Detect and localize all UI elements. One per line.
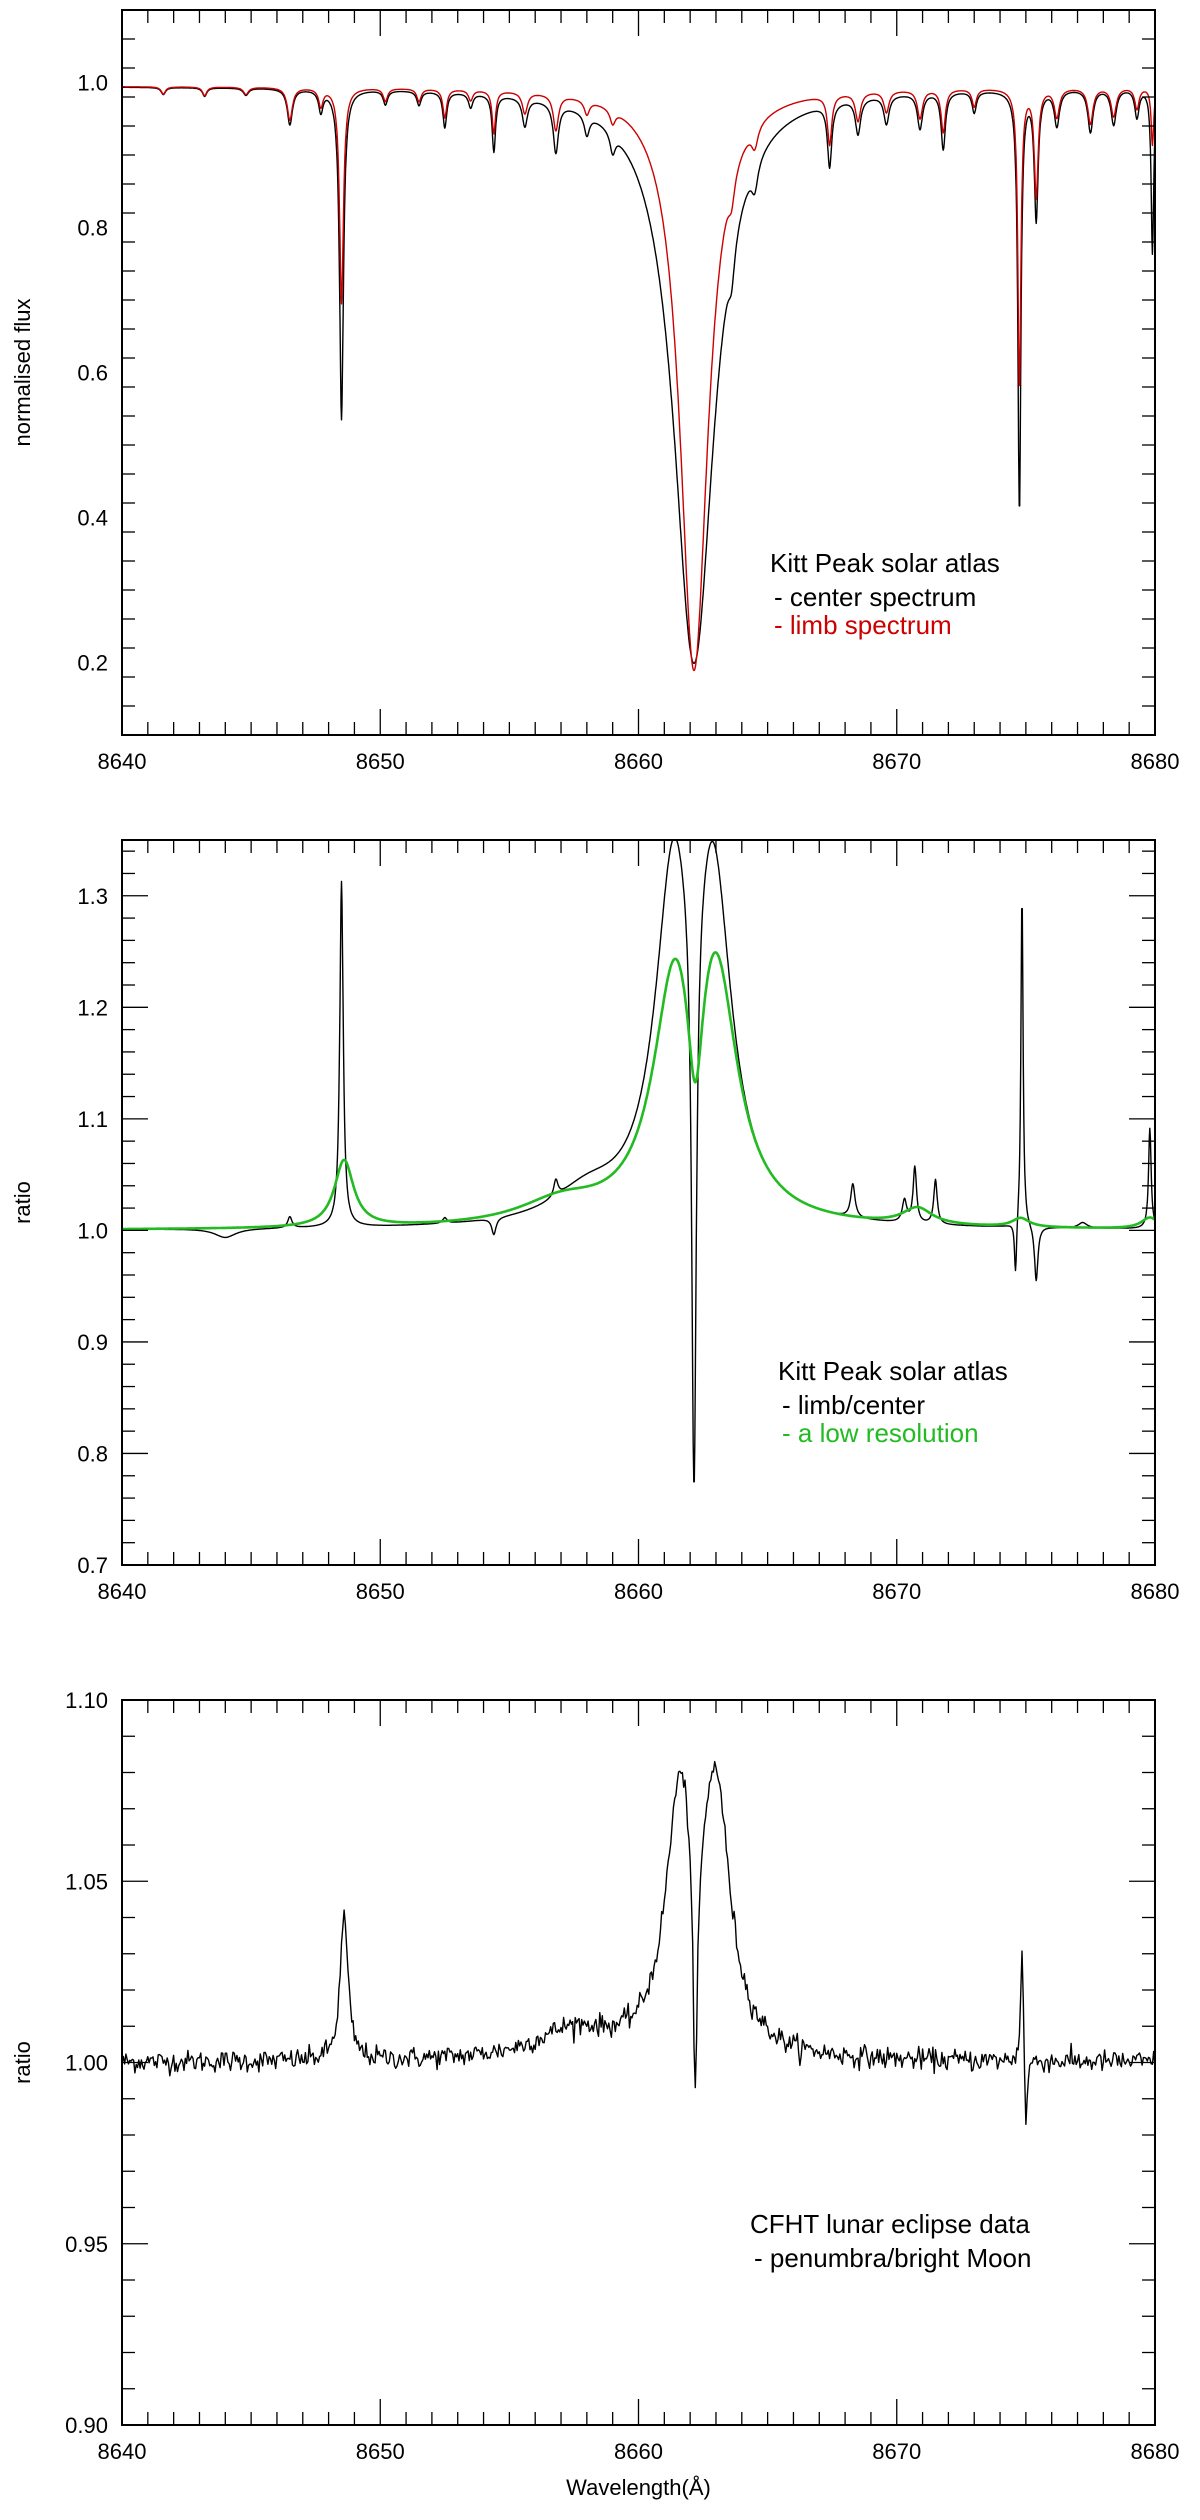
y-tick-label: 1.2 — [77, 995, 108, 1020]
legend-entry: - limb/center — [782, 1390, 925, 1420]
x-tick-label: 8660 — [614, 1579, 663, 1604]
x-axis-label: Wavelength(Å) — [566, 2475, 711, 2500]
legend-entry: - limb spectrum — [774, 610, 952, 640]
x-tick-label: 8650 — [356, 749, 405, 774]
y-tick-label: 1.10 — [65, 1688, 108, 1713]
panel-2: 8640 8650 8660 8670 8680 0.7 0.8 0.9 1.0 1.1 1.2 1.… — [10, 839, 1180, 1604]
panel-3: 8640 8650 8660 8670 8680 0.90 0.95 1.00 1.05 1.10… — [10, 1688, 1179, 2500]
x-tick-label: 8670 — [872, 2439, 921, 2464]
legend-entry: - center spectrum — [774, 582, 976, 612]
y-axis-label: ratio — [10, 2041, 35, 2084]
y-tick-label: 1.00 — [65, 2051, 108, 2076]
x-tick-label: 8670 — [872, 1579, 921, 1604]
x-tick-label: 8650 — [356, 1579, 405, 1604]
y-tick-label: 0.7 — [77, 1553, 108, 1578]
y-tick-label: 0.8 — [77, 216, 108, 241]
y-tick-label: 0.95 — [65, 2232, 108, 2257]
y-tick-label: 0.90 — [65, 2413, 108, 2438]
legend: Kitt Peak solar atlas - limb/center- a lo… — [778, 1356, 1008, 1448]
y-tick-label: 0.8 — [77, 1441, 108, 1466]
legend: Kitt Peak solar atlas - center spectrum- … — [770, 548, 1000, 640]
x-tick-label: 8640 — [98, 749, 147, 774]
x-tick-label: 8660 — [614, 749, 663, 774]
y-axis-label: normalised flux — [10, 299, 35, 447]
y-tick-label: 0.2 — [77, 651, 108, 676]
x-tick-label: 8640 — [98, 1579, 147, 1604]
series-line-2 — [122, 86, 1155, 672]
y-tick-label: 1.1 — [77, 1107, 108, 1132]
x-tick-label: 8680 — [1131, 2439, 1180, 2464]
y-tick-label: 0.6 — [77, 361, 108, 386]
y-tick-label: 1.0 — [77, 1218, 108, 1243]
series-line-2 — [122, 951, 1155, 1231]
y-tick-label: 1.05 — [65, 1869, 108, 1894]
legend-entry: - a low resolution — [782, 1418, 979, 1448]
legend-heading: Kitt Peak solar atlas — [778, 1356, 1008, 1386]
y-tick-label: 1.3 — [77, 884, 108, 909]
panel-1: 8640 8650 8660 8670 8680 0.2 0.4 0.6 0.8 1.0 norma… — [10, 9, 1180, 774]
x-tick-label: 8680 — [1131, 1579, 1180, 1604]
series-line-1 — [122, 1760, 1155, 2125]
legend-heading: Kitt Peak solar atlas — [770, 548, 1000, 578]
y-tick-label: 1.0 — [77, 71, 108, 96]
x-tick-label: 8640 — [98, 2439, 147, 2464]
x-tick-label: 8660 — [614, 2439, 663, 2464]
y-tick-label: 0.9 — [77, 1330, 108, 1355]
legend-entry: - penumbra/bright Moon — [754, 2243, 1031, 2273]
y-axis-label: ratio — [10, 1181, 35, 1224]
x-tick-label: 8670 — [872, 749, 921, 774]
legend: CFHT lunar eclipse data - penumbra/bright… — [750, 2209, 1031, 2273]
legend-heading: CFHT lunar eclipse data — [750, 2209, 1030, 2239]
x-tick-label: 8650 — [356, 2439, 405, 2464]
y-tick-label: 0.4 — [77, 506, 108, 531]
x-tick-label: 8680 — [1131, 749, 1180, 774]
